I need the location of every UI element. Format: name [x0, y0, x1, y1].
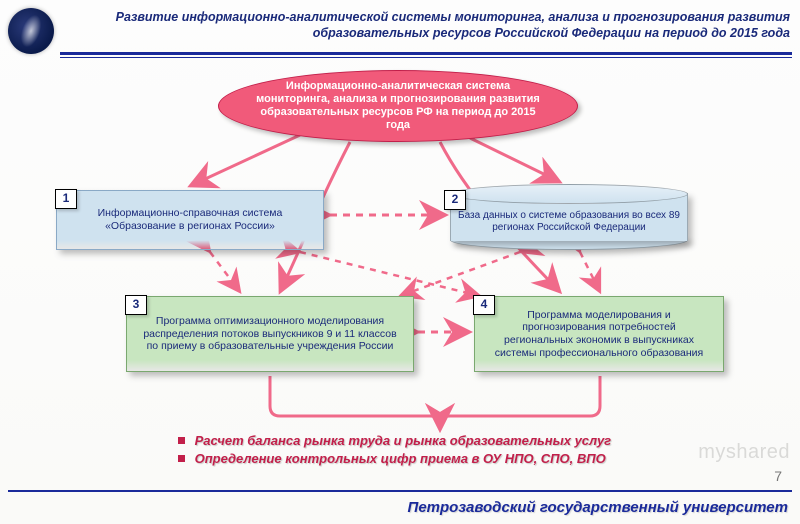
node-2-text: База данных о системе образования во все…: [456, 210, 682, 234]
watermark: myshared: [698, 441, 790, 464]
bullet-marker-icon: [178, 455, 185, 462]
footer-rule: [8, 490, 792, 492]
bullet-marker-icon: [178, 437, 185, 444]
node-4-text: Программа моделирования и прогнозировани…: [487, 309, 711, 359]
logo: [8, 8, 54, 54]
bullet-1-text: Расчет баланса рынка труда и рынка образ…: [195, 433, 611, 448]
node-4-number: 4: [473, 295, 495, 315]
system-ellipse: Информационно-аналитическая система мони…: [218, 70, 578, 142]
header-rule-thin: [60, 57, 792, 58]
bullet-2-text: Определение контрольных цифр приема в ОУ…: [195, 451, 606, 466]
outcome-bullets: Расчет баланса рынка труда и рынка образ…: [178, 432, 760, 468]
bullet-2: Определение контрольных цифр приема в ОУ…: [178, 450, 760, 468]
node-3-box: 3 Программа оптимизационного моделирован…: [126, 296, 414, 372]
header-rule-thick: [60, 52, 792, 55]
node-3-number: 3: [125, 295, 147, 315]
bullet-1: Расчет баланса рынка труда и рынка образ…: [178, 432, 760, 450]
node-1-number: 1: [55, 189, 77, 209]
system-ellipse-text: Информационно-аналитическая система мони…: [249, 80, 547, 133]
footer-text: Петрозаводский государственный университ…: [408, 499, 788, 516]
node-3-text: Программа оптимизационного моделирования…: [139, 315, 401, 353]
node-1-text: Информационно-справочная система «Образо…: [69, 207, 311, 232]
node-4-box: 4 Программа моделирования и прогнозирова…: [474, 296, 724, 372]
slide: Развитие информационно-аналитической сис…: [0, 0, 800, 524]
node-1-box: 1 Информационно-справочная система «Обра…: [56, 190, 324, 250]
page-number: 7: [774, 468, 782, 484]
node-2-cylinder: 2 База данных о системе образования во в…: [450, 184, 688, 250]
slide-title: Развитие информационно-аналитической сис…: [90, 10, 790, 41]
